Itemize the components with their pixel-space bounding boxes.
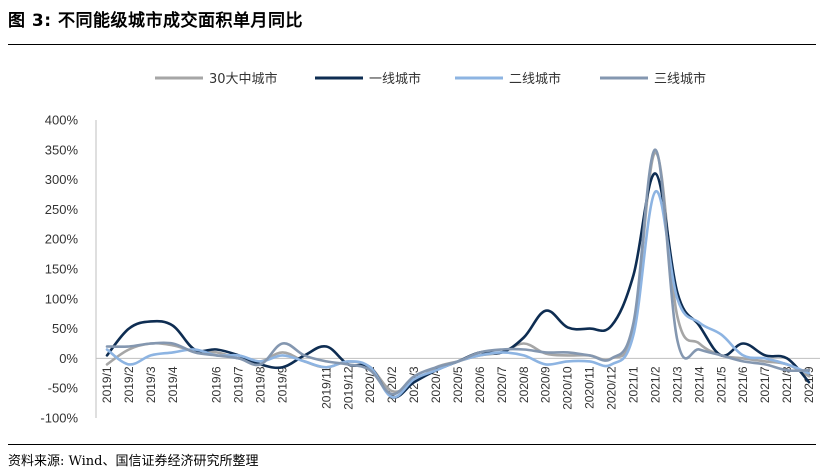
legend-label: 三线城市	[654, 71, 706, 87]
x-tick-label: 2019/2	[122, 366, 136, 403]
chart-title: 图 3: 不同能级城市成交面积单月同比	[8, 11, 303, 31]
title-divider	[8, 44, 816, 45]
x-tick-label: 2019/11	[319, 366, 333, 409]
x-tick-label: 2020/11	[583, 366, 597, 409]
x-tick-label: 2020/9	[539, 366, 553, 403]
x-tick-label: 2021/4	[692, 366, 706, 403]
x-tick-label: 2021/8	[780, 366, 794, 403]
line-chart: 30大中城市 一线城市 二线城市 三线城市 -100% -50% 0% 50% 100% 150…	[40, 71, 820, 426]
y-tick-label: 250%	[45, 202, 79, 217]
x-tick-label: 2019/8	[254, 366, 268, 403]
x-tick-label: 2020/8	[517, 366, 531, 403]
y-tick-label: 400%	[45, 113, 79, 128]
y-tick-label: -50%	[48, 381, 79, 396]
y-tick-label: 150%	[45, 262, 79, 277]
x-tick-label: 2019/4	[166, 366, 180, 403]
x-tick-label: 2020/5	[451, 366, 465, 403]
chart-legend: 30大中城市 一线城市 二线城市 三线城市	[155, 71, 706, 87]
y-tick-label: 350%	[45, 142, 79, 157]
legend-label: 二线城市	[509, 71, 561, 87]
legend-label: 30大中城市	[209, 71, 278, 87]
x-tick-label: 2020/7	[495, 366, 509, 403]
source-note: 资料来源: Wind、国信证券经济研究所整理	[8, 454, 259, 469]
y-tick-label: 50%	[52, 321, 78, 336]
x-axis: 2019/1 2019/2 2019/3 2019/4 2019/6 2019/7 2019…	[96, 357, 820, 410]
x-tick-label: 2020/12	[605, 366, 619, 410]
footer-divider	[8, 444, 816, 445]
x-tick-label: 2019/9	[275, 366, 289, 403]
x-tick-label: 2019/3	[144, 366, 158, 403]
x-tick-label: 2020/4	[429, 366, 443, 403]
x-tick-label: 2019/12	[341, 366, 355, 410]
x-tick-label: 2021/2	[648, 366, 662, 403]
x-tick-label: 2019/7	[232, 366, 246, 403]
x-tick-label: 2020/6	[473, 366, 487, 403]
y-tick-label: 200%	[45, 232, 79, 247]
y-tick-label: 300%	[45, 172, 79, 187]
x-tick-label: 2021/5	[714, 366, 728, 403]
y-tick-label: -100%	[40, 411, 78, 426]
series-tier3-line	[105, 148, 811, 396]
series-tier1-line	[105, 172, 811, 399]
x-tick-label: 2021/1	[627, 366, 641, 403]
legend-label: 一线城市	[369, 71, 421, 87]
y-axis: -100% -50% 0% 50% 100% 150% 200% 250% 300% 350% 40…	[40, 113, 97, 426]
x-tick-label: 2019/6	[210, 366, 224, 403]
x-tick-label: 2021/6	[736, 366, 750, 403]
y-tick-label: 0%	[59, 351, 78, 366]
y-tick-label: 100%	[45, 291, 79, 306]
x-tick-label: 2021/3	[670, 366, 684, 403]
x-tick-label: 2019/1	[100, 366, 114, 403]
chart-series	[105, 148, 811, 399]
x-tick-label: 2021/7	[758, 366, 772, 403]
x-tick-label: 2020/10	[561, 366, 575, 410]
